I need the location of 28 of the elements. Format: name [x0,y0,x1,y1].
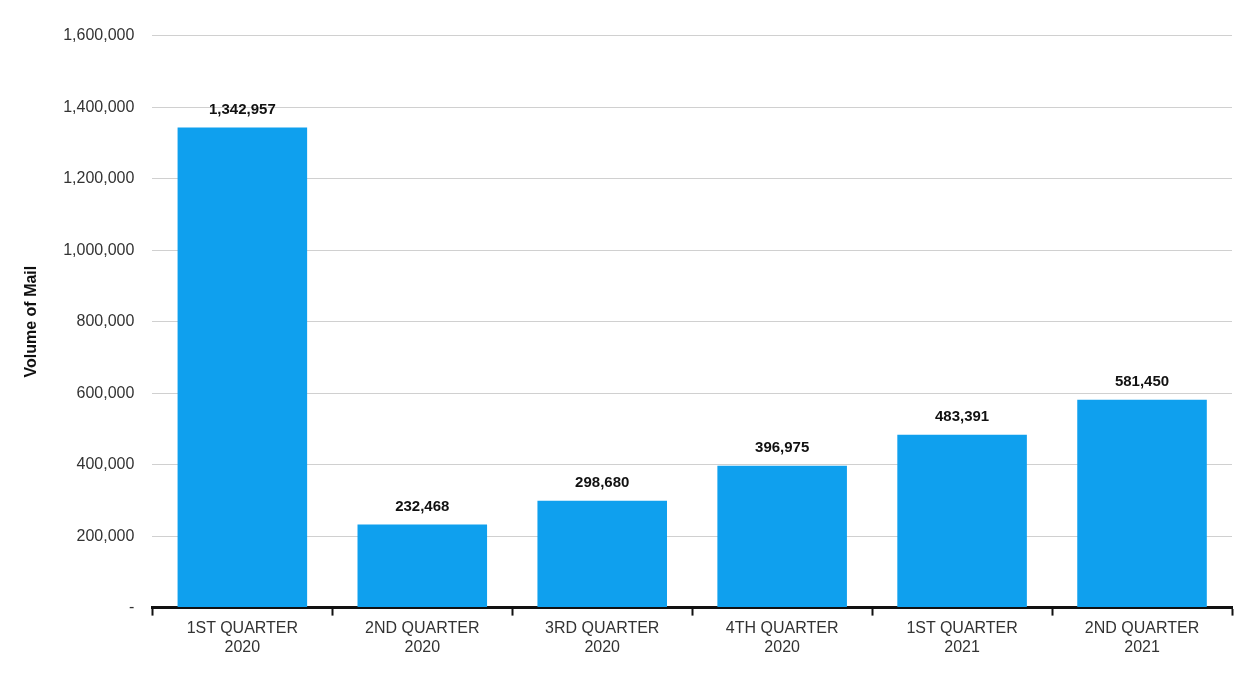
x-tick-label: 2ND QUARTER 2020 [365,618,480,655]
bar [717,465,847,608]
data-label: 396,975 [755,438,810,456]
y-tick-label: - [129,598,135,616]
y-tick-label: 800,000 [76,312,135,330]
bar [1077,399,1207,608]
y-tick-label: 200,000 [76,526,135,544]
bar [897,434,1027,608]
y-tick-label: 1,600,000 [63,26,135,44]
data-label: 298,680 [575,473,630,491]
y-tick-label: 400,000 [76,455,135,473]
bar [357,524,488,608]
y-tick-label: 1,400,000 [63,97,135,115]
bar [537,500,667,608]
data-label: 581,450 [1114,372,1170,390]
data-label: 232,468 [395,497,450,515]
x-tick-label: 3RD QUARTER 2020 [545,618,660,655]
x-tick-label: 1ST QUARTER 2020 [186,618,299,655]
data-label: 483,391 [934,407,990,425]
y-tick-label: 600,000 [76,383,135,401]
x-tick-label: 4TH QUARTER 2020 [725,618,839,655]
y-axis-title: Volume of Mail [22,265,40,378]
data-label: 1,342,957 [208,100,276,118]
y-tick-label: 1,000,000 [63,240,135,258]
x-tick-label: 2ND QUARTER 2021 [1084,618,1200,655]
x-tick-label: 1ST QUARTER 2021 [906,618,1018,655]
bar [177,127,308,608]
y-tick-label: 1,200,000 [63,169,135,187]
